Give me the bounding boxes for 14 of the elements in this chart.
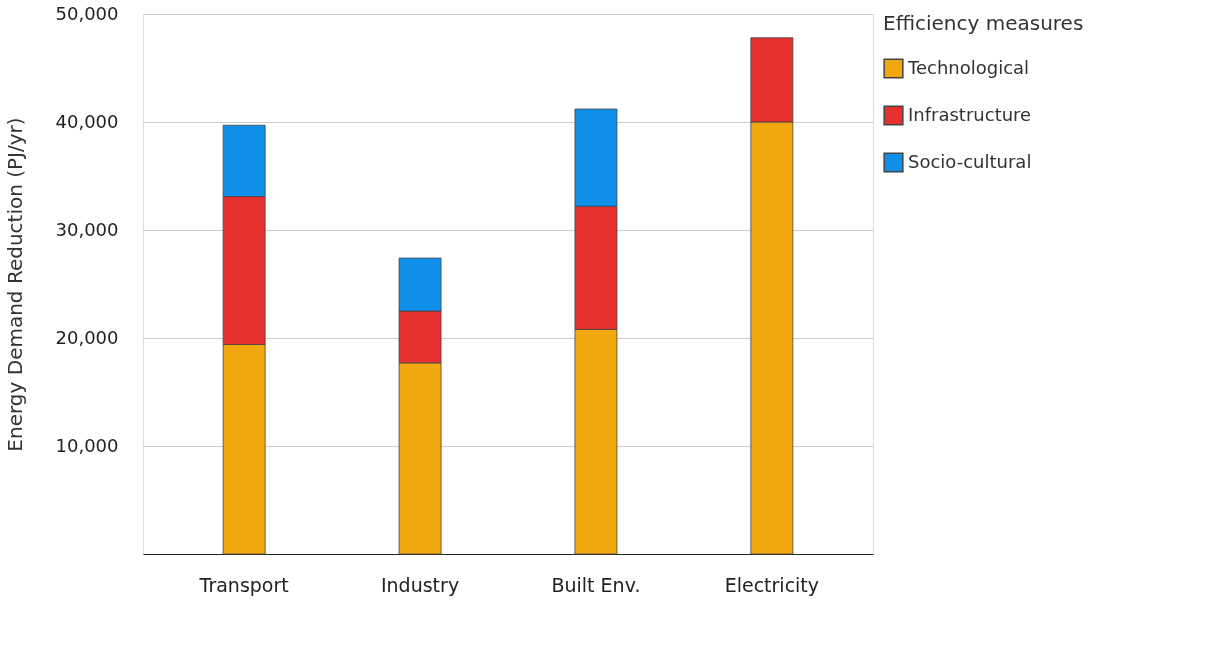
y-axis-title: Energy Demand Reduction (PJ/yr): [2, 117, 27, 452]
y-tick-label: 50,000: [55, 2, 119, 24]
x-tick-label: Built Env.: [551, 573, 641, 596]
y-tick-label: 40,000: [55, 110, 119, 132]
legend-title: Efficiency measures: [883, 11, 1084, 35]
y-tick-label: 20,000: [55, 326, 119, 348]
x-tick-label: Industry: [380, 573, 460, 596]
legend-label: Socio-cultural: [908, 150, 1032, 172]
y-tick-label: 10,000: [55, 434, 119, 456]
y-tick-label: 30,000: [55, 218, 119, 240]
x-tick-label: Electricity: [724, 573, 820, 596]
legend-label: Infrastructure: [908, 103, 1032, 125]
legend-label: Technological: [907, 56, 1030, 78]
x-tick-label: Transport: [198, 573, 289, 596]
